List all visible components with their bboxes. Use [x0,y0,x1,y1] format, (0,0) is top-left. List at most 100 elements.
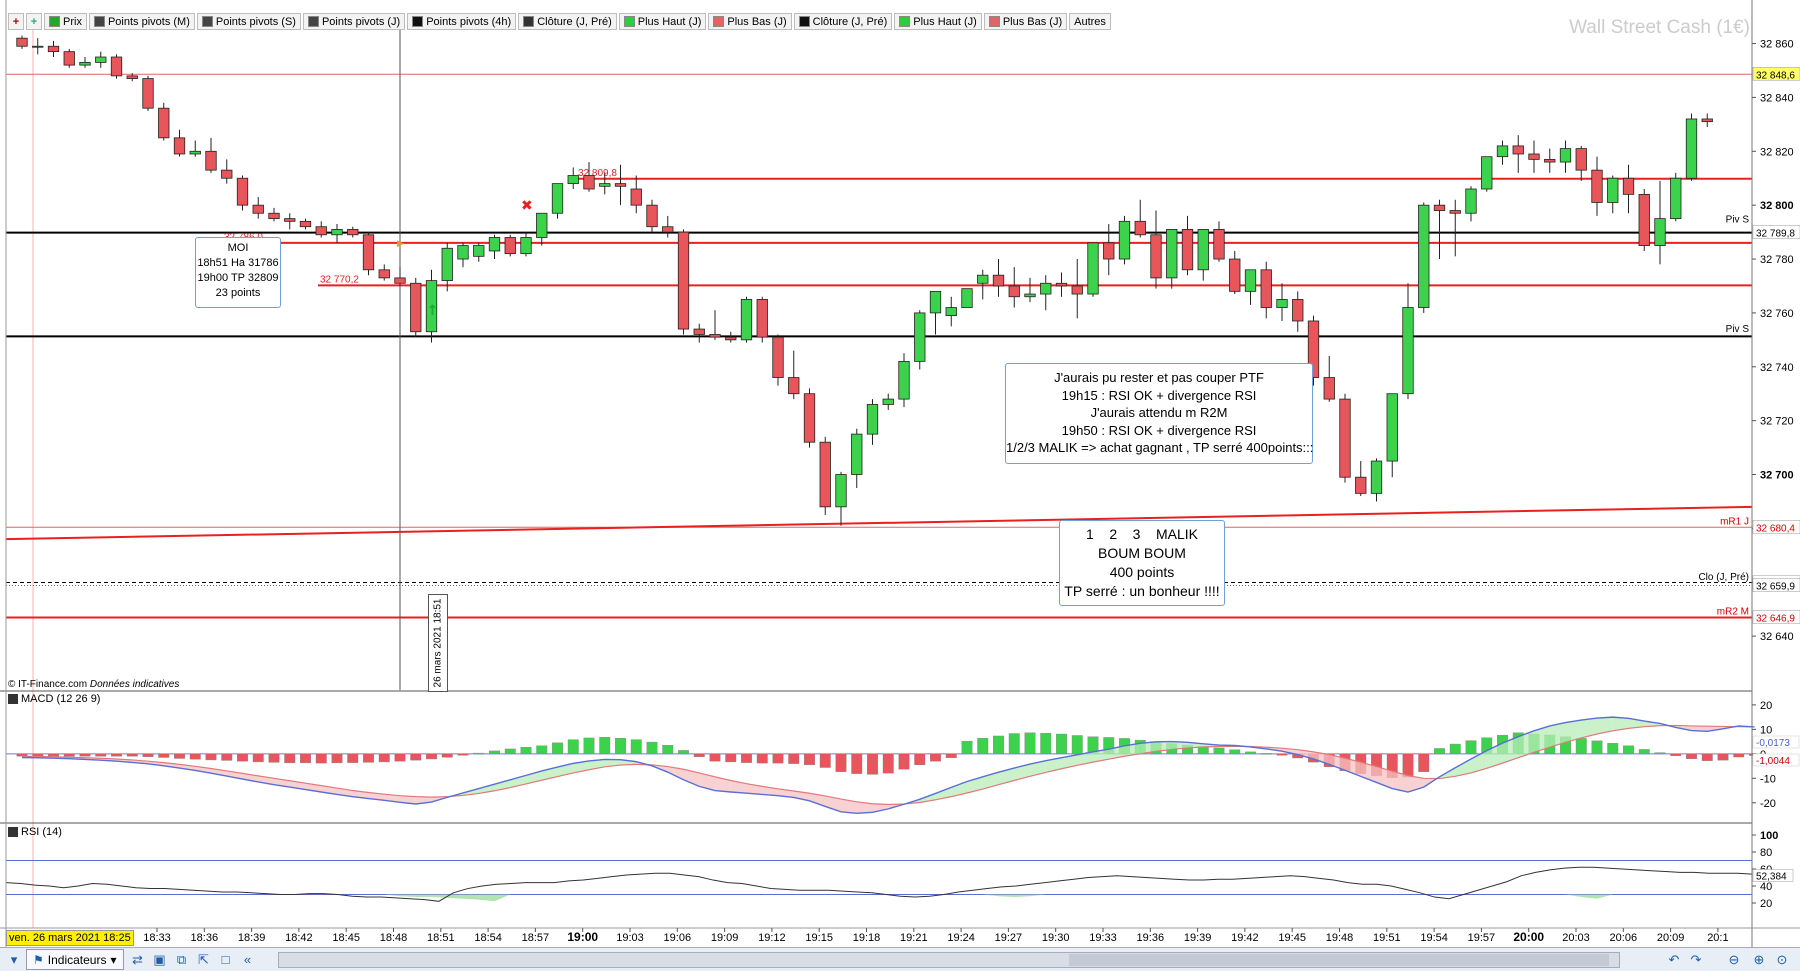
candle-body [662,226,674,233]
window-icon[interactable]: □ [221,951,230,967]
candle-body [1433,204,1446,211]
macd-hist-bar [126,753,138,757]
macd-hist-bar [268,753,280,763]
indicator-tag[interactable]: Points pivots (4h) [407,13,517,30]
macd-hist-bar [615,737,626,755]
macd-hist-bar [441,753,453,758]
dropdown-icon: ▾ [110,952,117,967]
macd-fill [1644,721,1660,727]
x-tick-label: 19:24 [947,932,975,944]
x-tick-label: 19:51 [1373,932,1401,944]
x-tick-label: 18:48 [380,932,408,944]
candle-body [567,175,579,185]
indicator-tag[interactable]: Points pivots (M) [88,13,195,30]
macd-fill [683,769,700,787]
candle-body [945,307,957,316]
indicator-tag[interactable]: Prix [44,13,87,30]
note-analysis[interactable]: J'aurais pu rester et pas couper PTF 19h1… [1005,363,1313,464]
macd-hist-bar [315,753,327,764]
level-name-label: Clo (J, Pré) [1698,572,1749,583]
bottom-toolbar: ▾ ⚑ Indicateurs ▾ ⇄ ▣ ⧉ ⇱ □ « ↶ ↷ ⊖ ⊕ ⊙ [0,947,1800,971]
indicator-tag[interactable]: Clôture (J, Pré) [793,13,893,30]
note-line: 23 points [215,286,261,299]
indicator-color-icon [201,16,213,27]
candle-body [457,245,469,260]
screen-icon[interactable]: ▣ [153,951,166,967]
macd-hist-bar [457,753,469,756]
chart-scrollbar[interactable] [278,952,1620,968]
note-moi[interactable]: MOI 18h51 Ha 31786 19h00 TP 32809 23 points [195,237,281,308]
compare-icon[interactable]: ⧉ [176,951,187,967]
zoom-out-icon[interactable]: ⊖ [1728,951,1740,967]
note-boum[interactable]: 1 2 3 MALIK BOUM BOUM 400 points TP serré :… [1059,520,1225,606]
macd-hist-bar [725,753,737,763]
candle-body [1292,299,1304,322]
indicator-tag[interactable]: Points pivots (S) [196,13,301,30]
indicators-button[interactable]: ⚑ Indicateurs ▾ [26,949,124,970]
candle-body [677,231,690,330]
cursor-bottom-date: ven. 26 mars 2021 18:25 [6,930,134,946]
indicator-tag-label: Plus Bas (J) [727,15,787,28]
macd-hist-bar [1260,753,1272,755]
redo-icon[interactable]: ↷ [1690,951,1702,967]
macd-fill [1565,720,1582,743]
macd-hist-bar [63,753,75,757]
zoom-reset-icon[interactable]: ⊙ [1776,951,1788,967]
price-tag-box [1752,578,1800,592]
chevron-left-icon[interactable]: « [243,951,252,967]
candle-body [1654,218,1666,246]
x-tick-label: 18:39 [238,932,266,944]
export-icon[interactable]: ⇱ [198,951,209,967]
macd-hist-bar [646,741,658,755]
macd-fill [872,803,889,813]
price-tag-label: 32 659,9 [1756,581,1795,592]
undo-icon[interactable]: ↶ [1668,951,1680,967]
add-indicator-button[interactable]: + [8,13,24,30]
indicator-tag-label: Points pivots (M) [107,15,190,28]
candle-body [961,288,973,308]
macd-fill [1297,749,1314,759]
indicator-tag[interactable]: Points pivots (J) [302,13,406,30]
candle-body [866,404,879,435]
indicator-tag[interactable]: Autres [1069,13,1111,30]
macd-fill [400,795,416,804]
zoom-in-icon[interactable]: ⊕ [1753,951,1765,967]
candle-body [1528,153,1540,160]
scroll-thumb[interactable] [1069,954,1609,966]
candle-body [410,282,422,333]
macd-hist-bar [1670,753,1682,756]
x-tick-label: 19:39 [1184,932,1212,944]
indicator-tag[interactable]: Clôture (J, Pré) [518,13,617,30]
candle-body [1496,145,1509,158]
macd-hist-bar [48,753,59,757]
indicator-toolbar: + + Prix Points pivots (M) Points pivots (… [8,13,1111,30]
candle-body [1244,269,1257,292]
price-tag-box [1752,67,1800,81]
y-tick-label: 20 [1760,898,1772,910]
menu-arrow-icon[interactable]: ▾ [10,951,18,967]
candle-body [520,237,532,255]
candle-body [882,398,894,405]
candle-body [1701,118,1713,123]
candle-body [583,175,595,190]
y-tick-label: 20 [1760,700,1772,712]
indicator-tag-label: Points pivots (J) [321,15,401,28]
indicator-tag[interactable]: Plus Bas (J) [983,13,1068,30]
note-line: TP serré : un bonheur !!!! [1064,582,1220,599]
macd-hist-bar [1056,733,1067,755]
share-icon[interactable]: ⇄ [132,951,143,967]
macd-fill [1518,730,1534,758]
macd-hist-bar [867,753,878,775]
x-tick-label: 19:48 [1326,932,1354,944]
note-line: 19h15 : RSI OK + divergence RSI [1061,387,1257,403]
indicator-tag[interactable]: Plus Haut (J) [618,13,707,30]
macd-fill [1612,717,1629,731]
price-tag-label: 32 848,6 [1756,70,1795,81]
candle-body [63,51,75,66]
indicator-tag[interactable]: Plus Haut (J) [894,13,982,30]
expand-button[interactable]: + [26,13,42,30]
candle-body [992,274,1005,287]
indicator-tag[interactable]: Plus Bas (J) [708,13,792,30]
